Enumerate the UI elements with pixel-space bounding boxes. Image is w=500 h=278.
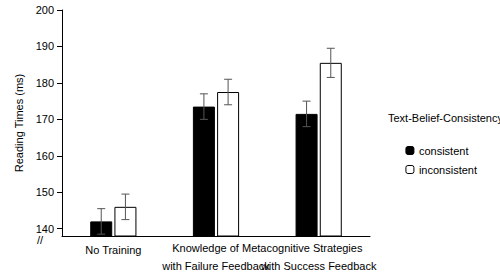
svg-text:150: 150: [36, 186, 54, 198]
svg-text:inconsistent: inconsistent: [419, 164, 477, 176]
svg-text:200: 200: [36, 4, 54, 16]
svg-text:Reading Times (ms): Reading Times (ms): [13, 74, 25, 172]
svg-text:with Success Feedback: with Success Feedback: [260, 260, 377, 272]
svg-text:Text-Belief-Consistency: Text-Belief-Consistency: [388, 112, 500, 124]
svg-text:180: 180: [36, 77, 54, 89]
svg-text:Knowledge of Metacognitive Str: Knowledge of Metacognitive Strategies: [172, 242, 363, 254]
svg-text://: //: [37, 234, 44, 246]
svg-text:No Training: No Training: [85, 244, 141, 256]
svg-text:160: 160: [36, 150, 54, 162]
svg-text:with Failure Feedback: with Failure Feedback: [161, 260, 270, 272]
svg-text:140: 140: [36, 223, 54, 235]
svg-text:consistent: consistent: [419, 145, 469, 157]
svg-text:190: 190: [36, 40, 54, 52]
svg-text:170: 170: [36, 113, 54, 125]
